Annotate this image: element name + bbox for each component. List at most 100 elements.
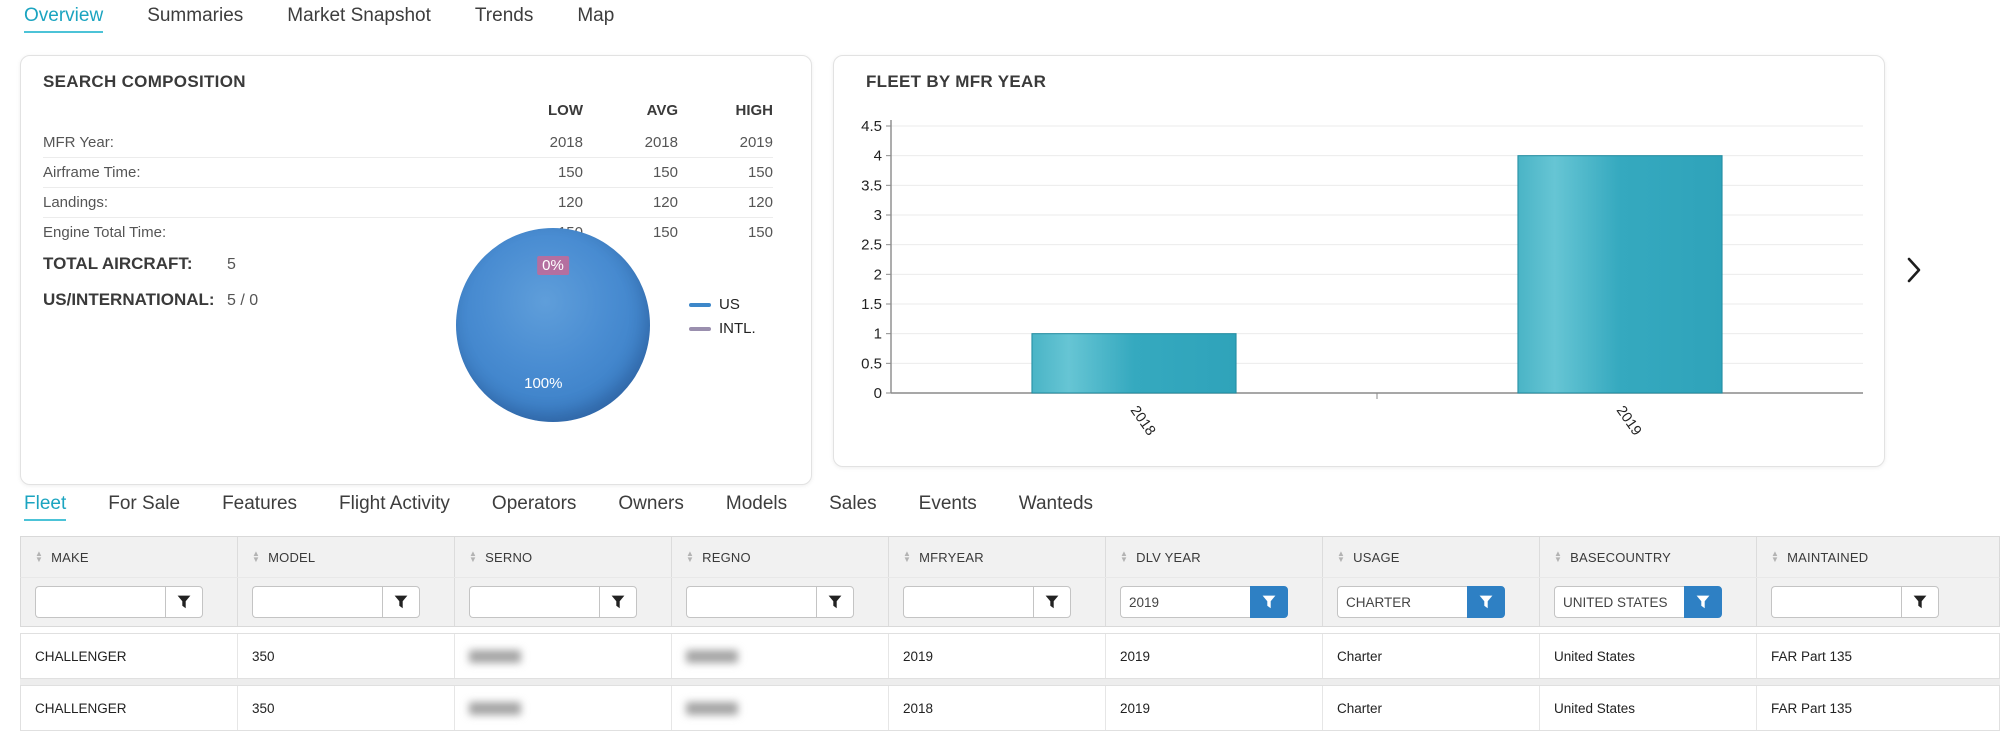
table-filter-row: [20, 577, 2000, 627]
pie-label-us: 100%: [524, 375, 563, 392]
sub-tab-for-sale[interactable]: For Sale: [108, 493, 181, 514]
filter-button-serno[interactable]: [599, 586, 637, 618]
nav-tab-trends[interactable]: Trends: [474, 5, 534, 26]
filter-input-regno[interactable]: [686, 586, 816, 618]
comp-row-label: Airframe Time:: [43, 164, 141, 181]
column-header-maintained[interactable]: ▲ ▼ MAINTAINED: [1757, 537, 1999, 577]
column-header-basecountry[interactable]: ▲ ▼ BASECOUNTRY: [1540, 537, 1757, 577]
funnel-icon: [394, 595, 408, 609]
filter-button-maintained[interactable]: [1901, 586, 1939, 618]
column-header-mfryear[interactable]: ▲ ▼ MFRYEAR: [889, 537, 1106, 577]
comp-row-value: 120: [652, 194, 678, 211]
column-header-make[interactable]: ▲ ▼ MAKE: [21, 537, 238, 577]
pie-label-intl: 0%: [537, 256, 569, 275]
y-tick-label: 4: [874, 148, 882, 165]
sort-arrows-icon: ▲ ▼: [1337, 549, 1346, 564]
legend-label: INTL.: [719, 320, 756, 337]
redacted-value: [686, 701, 738, 715]
top-nav: Overview Summaries Market Snapshot Trends Ma…: [24, 5, 614, 33]
filter-input-mfryear[interactable]: [903, 586, 1033, 618]
sort-arrows-icon: ▲ ▼: [35, 549, 44, 564]
filter-input-serno[interactable]: [469, 586, 599, 618]
filter-button-usage[interactable]: [1467, 586, 1505, 618]
sort-arrows-icon: ▲ ▼: [1554, 549, 1563, 564]
filter-group-basecountry: [1554, 586, 1722, 618]
y-tick-label: 3: [874, 207, 882, 224]
column-header-label: BASECOUNTRY: [1570, 549, 1672, 565]
bar-2018: [1031, 333, 1237, 394]
col-low: LOW: [548, 102, 583, 119]
funnel-icon: [828, 595, 842, 609]
sub-tab-fleet[interactable]: Fleet: [24, 493, 67, 521]
y-tick-label: 2.5: [861, 237, 882, 254]
comp-row-airframe-time: Airframe Time: 150 150 150: [43, 158, 773, 188]
sort-arrows-icon: ▲ ▼: [469, 549, 478, 564]
column-header-regno[interactable]: ▲ ▼ REGNO: [672, 537, 889, 577]
cell-maintained: FAR Part 135: [1771, 648, 1853, 664]
funnel-icon: [1479, 595, 1493, 609]
nav-tab-map[interactable]: Map: [577, 5, 615, 26]
column-header-model[interactable]: ▲ ▼ MODEL: [238, 537, 455, 577]
fleet-chart-title: FLEET BY MFR YEAR: [866, 72, 1047, 91]
filter-button-model[interactable]: [382, 586, 420, 618]
filter-button-mfryear[interactable]: [1033, 586, 1071, 618]
filter-input-model[interactable]: [252, 586, 382, 618]
filter-button-dlv-year[interactable]: [1250, 586, 1288, 618]
total-row-total-aircraft: TOTAL AIRCRAFT: 5: [43, 254, 258, 274]
filter-button-make[interactable]: [165, 586, 203, 618]
fleet-table: ▲ ▼ MAKE ▲ ▼ MODEL ▲ ▼ SERNO ▲ ▼ REGNO ▲ ▼ MFRYEAR ▲ ▼ DL…: [20, 536, 2000, 731]
nav-tab-market-snapshot[interactable]: Market Snapshot: [287, 5, 431, 26]
sub-tab-wanteds[interactable]: Wanteds: [1018, 493, 1094, 514]
cell-make: CHALLENGER: [21, 634, 238, 678]
filter-cell-make: [21, 578, 238, 626]
carousel-next-button[interactable]: [1898, 252, 1930, 288]
column-header-usage[interactable]: ▲ ▼ USAGE: [1323, 537, 1540, 577]
cell-model: 350: [238, 686, 455, 730]
sub-tab-features[interactable]: Features: [222, 493, 298, 514]
table-row[interactable]: CHALLENGER 350 2018 2019 Charter United State…: [20, 685, 2000, 731]
filter-input-basecountry[interactable]: [1554, 586, 1684, 618]
cell-serno: [455, 686, 672, 730]
search-composition-table: LOW AVG HIGH MFR Year: 2018 2018 2019 Airfra…: [43, 100, 773, 247]
funnel-icon: [1913, 595, 1927, 609]
x-tick-label: 2018: [1127, 403, 1159, 439]
nav-tab-overview[interactable]: Overview: [24, 5, 104, 33]
fleet-by-mfr-year-card: FLEET BY MFR YEAR 0 0.5 1 1.5 2 2.5 3 3.5 4 4.5 20…: [833, 55, 1885, 467]
filter-input-make[interactable]: [35, 586, 165, 618]
column-header-dlv-year[interactable]: ▲ ▼ DLV YEAR: [1106, 537, 1323, 577]
filter-cell-model: [238, 578, 455, 626]
filter-group-regno: [686, 586, 854, 618]
comp-row-label: MFR Year:: [43, 134, 114, 151]
sub-tab-owners[interactable]: Owners: [618, 493, 684, 514]
nav-tab-summaries[interactable]: Summaries: [147, 5, 244, 26]
y-tick-label: 0.5: [861, 355, 882, 372]
comp-row-label: Landings:: [43, 194, 109, 211]
cell-model: 350: [238, 634, 455, 678]
comp-row-value: 150: [652, 224, 678, 241]
us-intl-pie-chart: 0% 100%: [456, 228, 650, 422]
filter-group-maintained: [1771, 586, 1939, 618]
x-tick-label: 2019: [1613, 403, 1645, 439]
cell-dlv-year: 2019: [1106, 634, 1323, 678]
redacted-value: [469, 649, 521, 663]
filter-input-dlv-year[interactable]: [1120, 586, 1250, 618]
sub-tab-events[interactable]: Events: [918, 493, 977, 514]
comp-row-value: 2018: [549, 134, 583, 151]
filter-cell-mfryear: [889, 578, 1106, 626]
fleet-bar-chart: 0 0.5 1 1.5 2 2.5 3 3.5 4 4.5 2018 2019: [861, 118, 1863, 439]
y-tick-label: 0: [874, 385, 882, 402]
sub-tab-flight-activity[interactable]: Flight Activity: [339, 493, 450, 514]
filter-input-maintained[interactable]: [1771, 586, 1901, 618]
sub-tab-operators[interactable]: Operators: [491, 493, 577, 514]
filter-button-basecountry[interactable]: [1684, 586, 1722, 618]
filter-button-regno[interactable]: [816, 586, 854, 618]
funnel-icon: [611, 595, 625, 609]
redacted-value: [686, 649, 738, 663]
column-header-serno[interactable]: ▲ ▼ SERNO: [455, 537, 672, 577]
column-header-label: DLV YEAR: [1136, 549, 1201, 565]
table-row[interactable]: CHALLENGER 350 2019 2019 Charter United State…: [20, 633, 2000, 679]
sub-tab-sales[interactable]: Sales: [829, 493, 877, 514]
sub-tab-models[interactable]: Models: [725, 493, 788, 514]
filter-input-usage[interactable]: [1337, 586, 1467, 618]
column-header-label: MAINTAINED: [1787, 549, 1869, 565]
